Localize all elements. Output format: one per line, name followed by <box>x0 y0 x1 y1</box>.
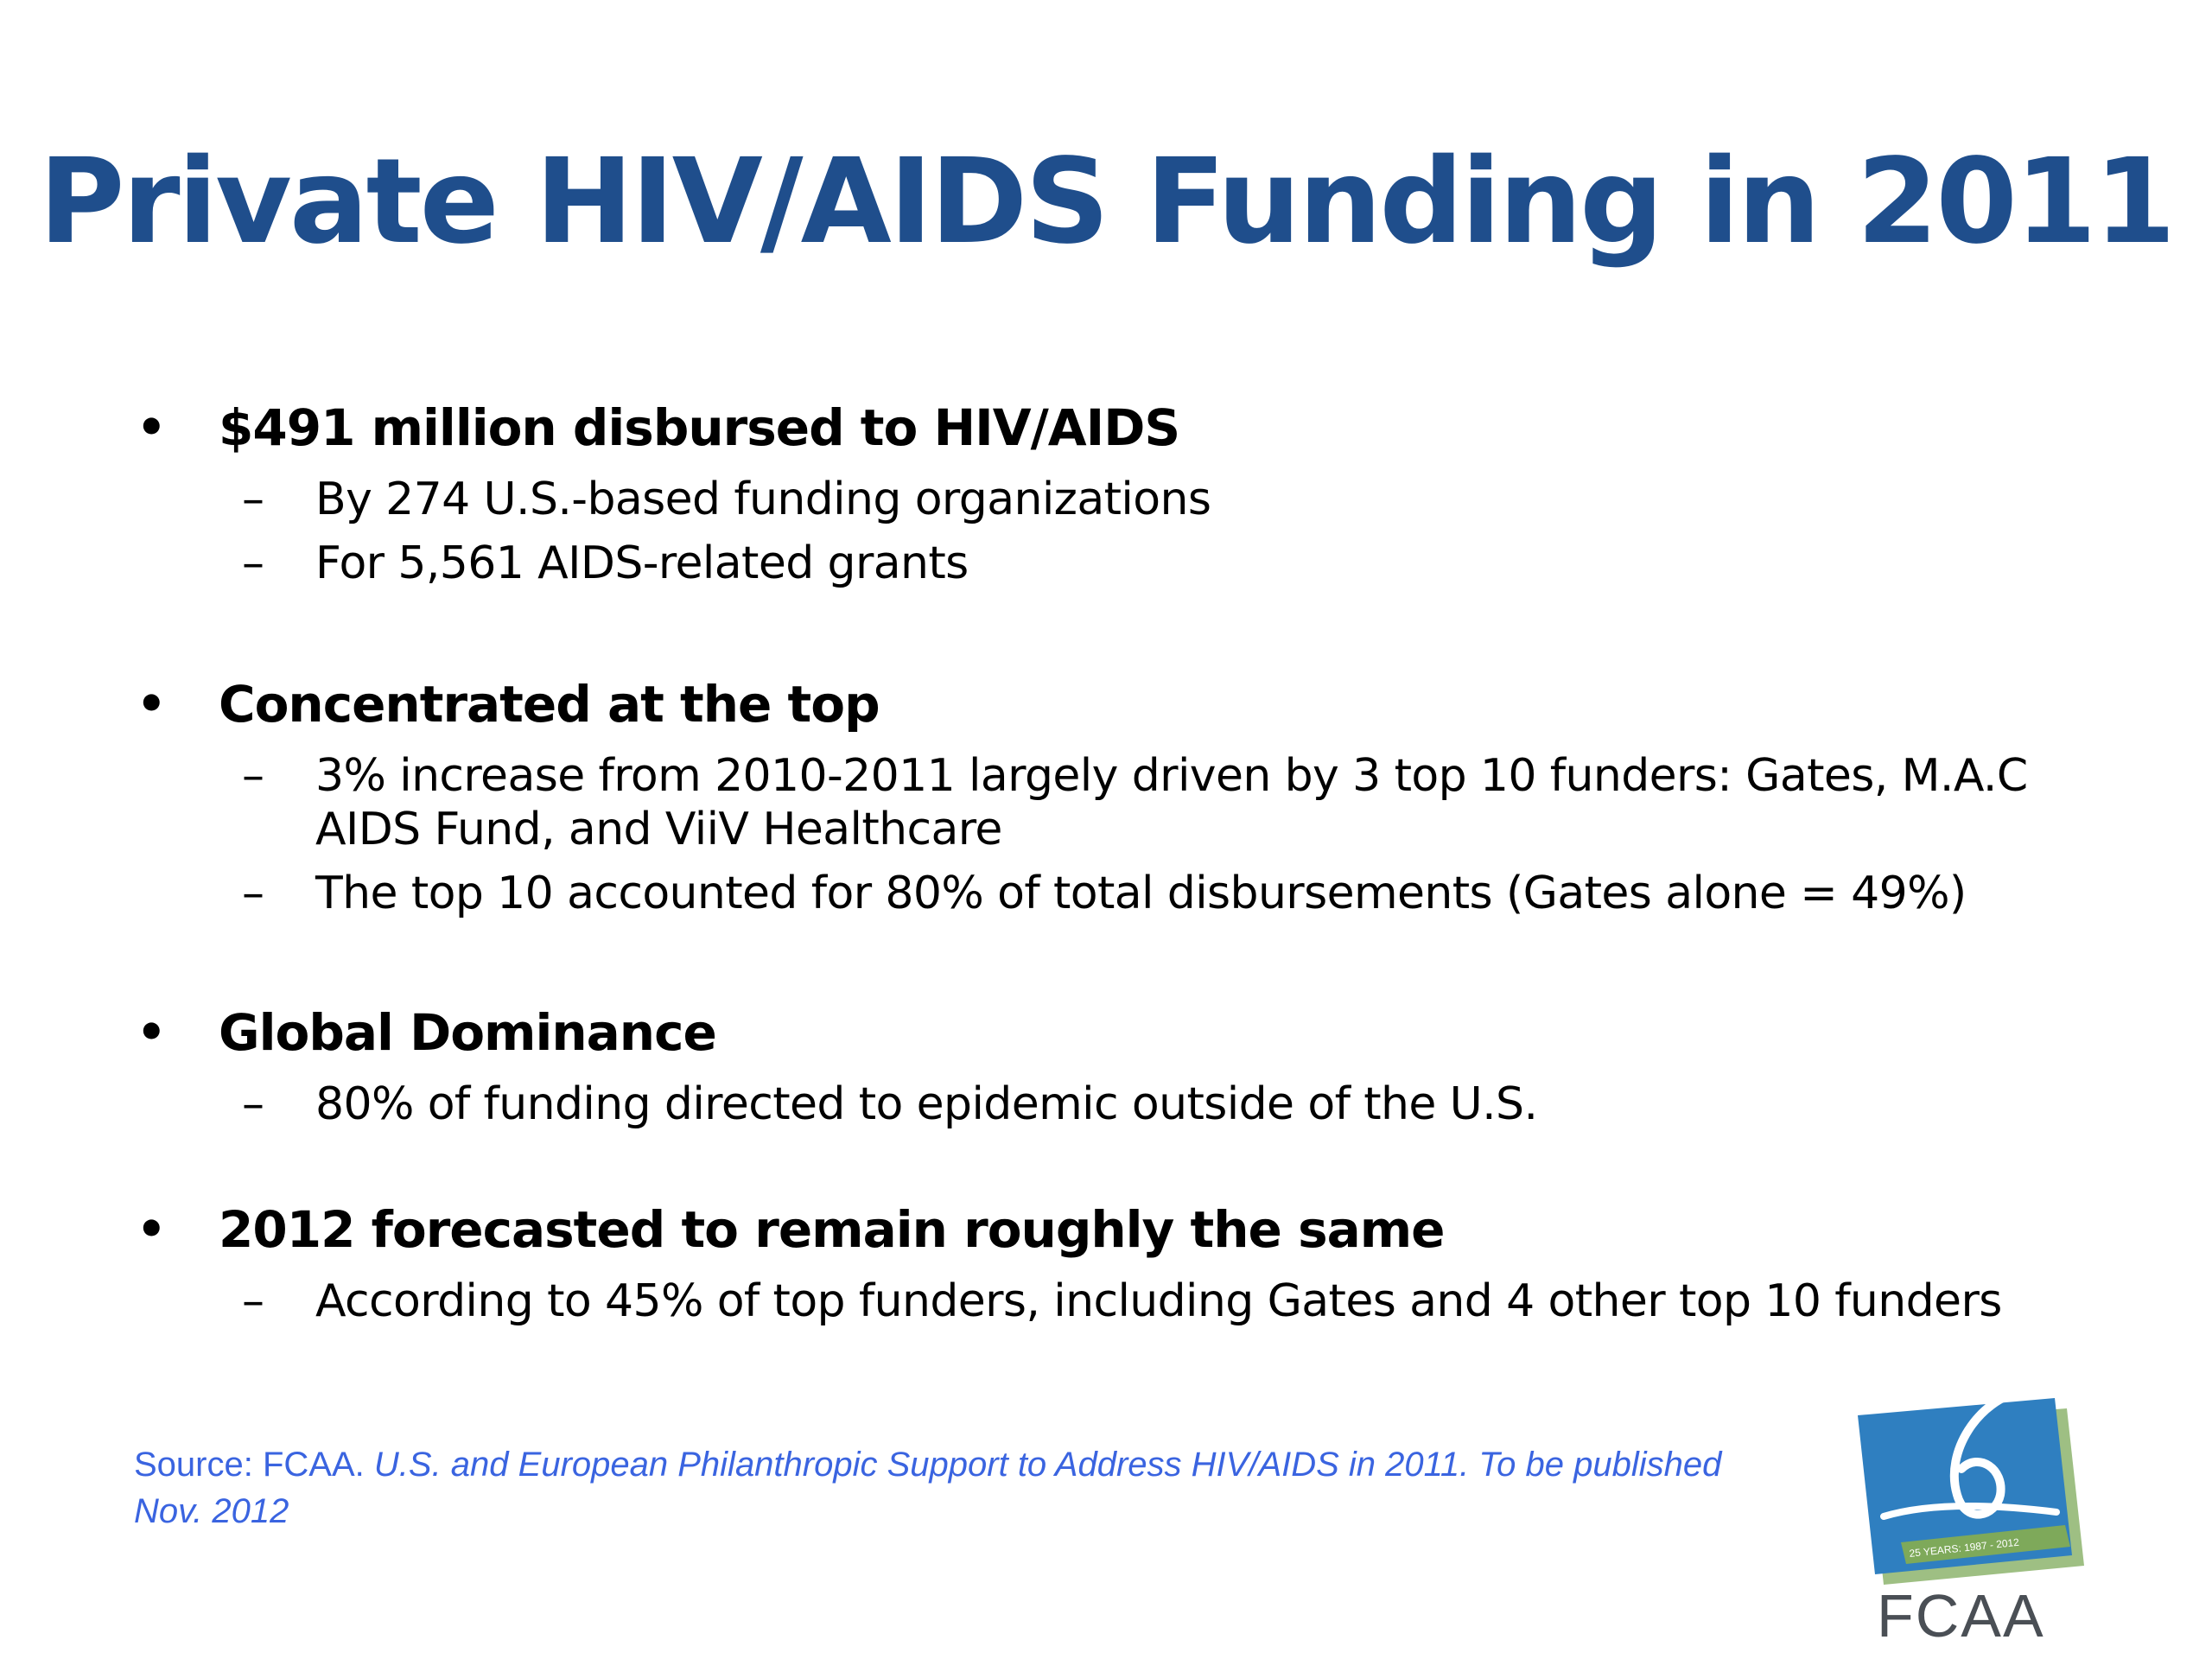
bullet-heading: • $491 million disbursed to HIV/AIDS <box>130 393 2117 462</box>
logo-wordmark: FCAA <box>1877 1582 2045 1649</box>
sub-bullet-text: According to 45% of top funders, includi… <box>315 1275 2002 1327</box>
bullet-heading-text: Concentrated at the top <box>219 675 880 734</box>
bullet-dot: • <box>137 1202 167 1256</box>
sub-bullet: – By 274 U.S.-based funding organization… <box>130 473 2117 526</box>
sub-bullet-text: By 274 U.S.-based funding organizations <box>315 474 1211 525</box>
sub-bullet-text: 80% of funding directed to epidemic outs… <box>315 1078 1538 1130</box>
logo-arc <box>1880 1503 2060 1520</box>
bullet-dot: • <box>137 400 167 454</box>
bullet-item: • $491 million disbursed to HIV/AIDS – B… <box>130 393 2117 590</box>
logo-ribbon <box>1901 1525 2070 1564</box>
sub-bullet-text: For 5,561 AIDS-related grants <box>315 537 969 589</box>
bullet-heading-text: Global Dominance <box>219 1003 717 1062</box>
bullet-heading-text: 2012 forecasted to remain roughly the sa… <box>219 1200 1446 1259</box>
bullet-heading: • 2012 forecasted to remain roughly the … <box>130 1195 2117 1264</box>
sub-bullet: – For 5,561 AIDS-related grants <box>130 537 2117 590</box>
sub-bullet: – 3% increase from 2010-2011 largely dri… <box>130 749 2117 856</box>
fcaa-logo-icon: 25 YEARS: 1987 - 2012 <box>1858 1387 2084 1585</box>
sub-bullet-text: The top 10 accounted for 80% of total di… <box>315 868 1967 919</box>
source-citation: Source: FCAA. U.S. and European Philanth… <box>134 1441 1732 1535</box>
dash-marker: – <box>242 537 264 589</box>
bullet-item: • Concentrated at the top – 3% increase … <box>130 670 2117 920</box>
sub-bullet: – The top 10 accounted for 80% of total … <box>130 867 2117 920</box>
bullet-dot: • <box>137 1005 167 1059</box>
bullet-dot: • <box>137 677 167 731</box>
dash-marker: – <box>242 474 264 525</box>
source-label: Source: FCAA. <box>134 1446 365 1484</box>
dash-marker: – <box>242 1078 264 1130</box>
logo-swoosh <box>1949 1387 2026 1519</box>
dash-marker: – <box>242 750 264 802</box>
sub-bullet-text: 3% increase from 2010-2011 largely drive… <box>315 750 2028 855</box>
bullet-item: • Global Dominance – 80% of funding dire… <box>130 998 2117 1131</box>
bullet-heading-text: $491 million disbursed to HIV/AIDS <box>219 398 1180 457</box>
slide-title: Private HIV/AIDS Funding in 2011 <box>38 134 2176 270</box>
dash-marker: – <box>242 1275 264 1327</box>
bullet-item: • 2012 forecasted to remain roughly the … <box>130 1195 2117 1328</box>
bullet-heading: • Concentrated at the top <box>130 670 2117 739</box>
bullet-heading: • Global Dominance <box>130 998 2117 1067</box>
dash-marker: – <box>242 868 264 919</box>
sub-bullet: – According to 45% of top funders, inclu… <box>130 1274 2117 1328</box>
source-title: U.S. and European Philanthropic Support … <box>134 1446 1722 1530</box>
sub-bullet: – 80% of funding directed to epidemic ou… <box>130 1077 2117 1131</box>
